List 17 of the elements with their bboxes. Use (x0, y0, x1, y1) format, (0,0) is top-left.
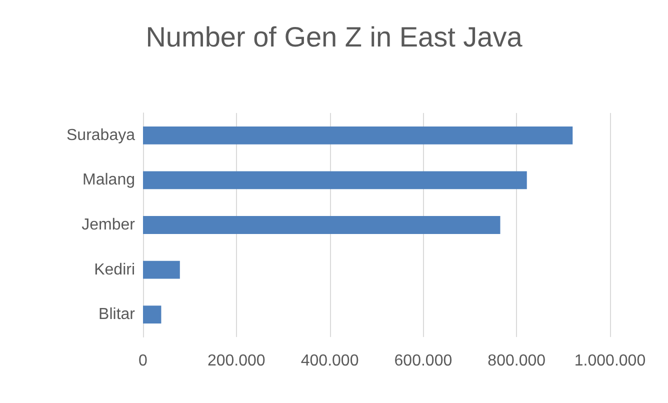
x-tick-label: 400.000 (300, 352, 359, 370)
chart-title: Number of Gen Z in East Java (146, 22, 523, 52)
y-tick-label: Malang (82, 172, 135, 189)
y-tick-label: Blitar (98, 306, 136, 324)
x-tick-label: 600.000 (394, 352, 452, 370)
bar (143, 260, 180, 279)
x-tick-label: 200.000 (207, 352, 266, 370)
bar (143, 306, 162, 324)
bar (143, 126, 573, 144)
y-tick-label: Kediri (94, 261, 135, 278)
bar (143, 216, 500, 234)
bar (143, 171, 527, 190)
y-tick-label: Jember (82, 216, 136, 234)
x-tick-label: 0 (138, 352, 148, 370)
y-tick-label: Surabaya (66, 126, 136, 144)
x-tick-label: 800.000 (488, 352, 546, 370)
x-tick-label: 1.000.000 (574, 352, 646, 370)
